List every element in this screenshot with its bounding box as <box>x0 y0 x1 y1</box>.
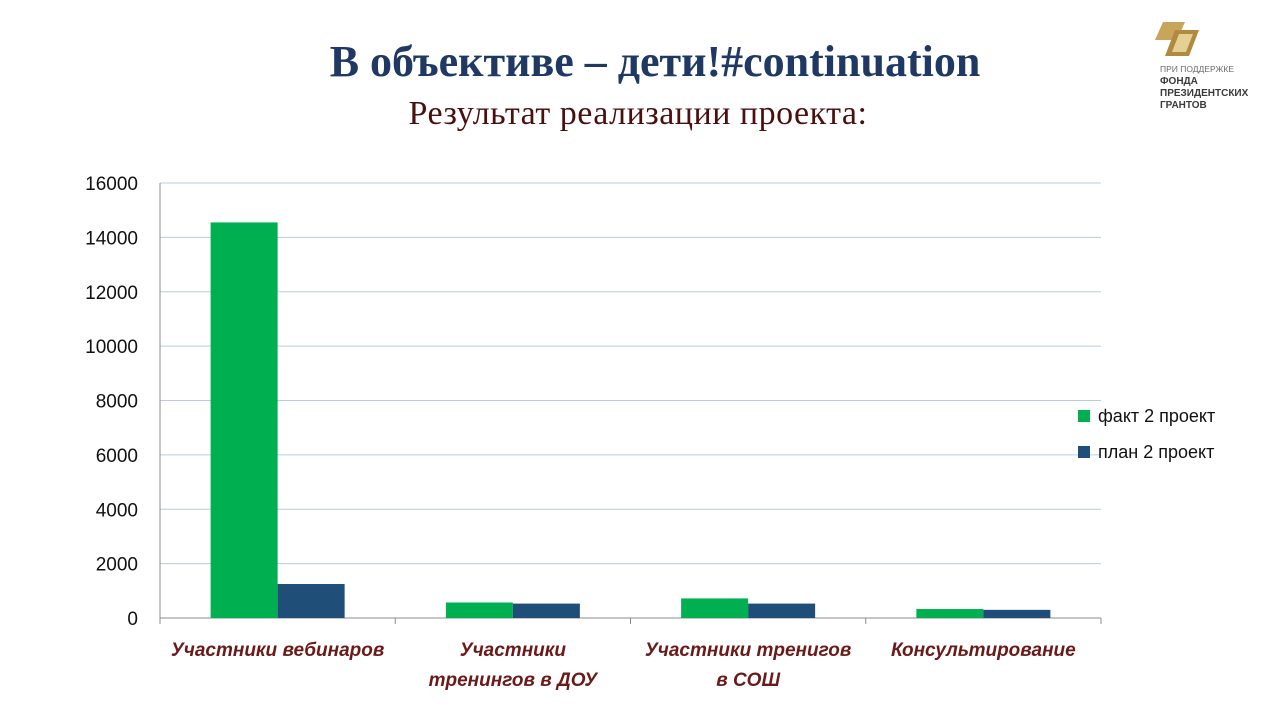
bar-fact-2 <box>681 598 749 618</box>
slide-subtitle: Результат реализации проекта: <box>408 95 868 132</box>
category-label: тренингов в ДОУ <box>429 670 600 691</box>
y-tick-label: 14000 <box>85 228 138 249</box>
bar-plan-0 <box>277 584 345 618</box>
grants-fund-logo: ПРИ ПОДДЕРЖКЕ ФОНДА ПРЕЗИДЕНТСКИХ ГРАНТО… <box>1155 18 1270 118</box>
y-tick-label: 6000 <box>96 446 138 467</box>
y-tick-label: 4000 <box>96 500 138 521</box>
bar-fact-3 <box>916 609 984 618</box>
chart-legend: факт 2 проект план 2 проект <box>1078 398 1215 470</box>
legend-swatch-plan <box>1078 446 1090 458</box>
category-label: Консультирование <box>891 640 1076 661</box>
category-label: Участники вебинаров <box>171 640 384 661</box>
bar-plan-2 <box>748 603 816 618</box>
logo-text-line-2: ФОНДА <box>1160 76 1198 87</box>
legend-item-fact: факт 2 проект <box>1078 398 1215 434</box>
legend-label-plan: план 2 проект <box>1098 441 1215 462</box>
legend-swatch-fact <box>1078 410 1090 422</box>
bar-fact-1 <box>445 602 513 618</box>
y-tick-label: 10000 <box>85 337 138 358</box>
y-tick-label: 16000 <box>85 174 138 195</box>
legend-item-plan: план 2 проект <box>1078 434 1215 470</box>
y-tick-label: 0 <box>127 609 138 630</box>
slide-title: В объективе – дети!#continuation <box>329 37 981 86</box>
bar-fact-0 <box>210 222 278 618</box>
category-label: Участники <box>460 640 567 661</box>
logo-text-line-3: ПРЕЗИДЕНТСКИХ <box>1160 88 1249 99</box>
logo-emblem-icon <box>1155 22 1199 56</box>
y-tick-label: 12000 <box>85 283 138 304</box>
y-tick-label: 2000 <box>96 555 138 576</box>
bar-plan-3 <box>983 609 1051 618</box>
legend-label-fact: факт 2 проект <box>1098 405 1216 426</box>
category-label: в СОШ <box>716 670 780 691</box>
category-label: Участники тренигов <box>645 640 851 661</box>
logo-text-line-1: ПРИ ПОДДЕРЖКЕ <box>1160 64 1235 74</box>
bar-plan-1 <box>512 603 580 618</box>
y-tick-label: 8000 <box>96 392 138 413</box>
logo-text-line-4: ГРАНТОВ <box>1160 100 1207 111</box>
